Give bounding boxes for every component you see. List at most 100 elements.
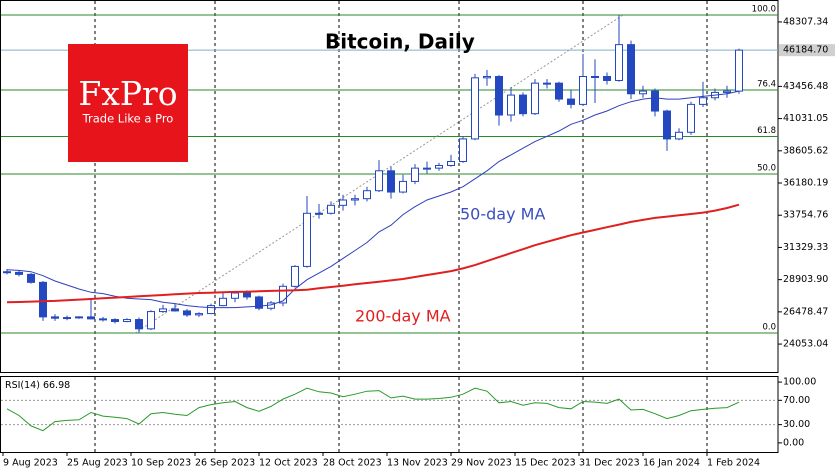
candle-body — [603, 75, 611, 81]
candle-body — [471, 77, 479, 140]
x-tick-label: 25 Aug 2023 — [67, 458, 128, 469]
x-tick-label: 28 Oct 2023 — [323, 458, 382, 469]
candle-body — [459, 138, 467, 162]
fib-label: 61.8 — [757, 126, 776, 136]
candle-body — [507, 94, 515, 116]
last-price-box — [779, 44, 835, 57]
candle-body — [639, 90, 647, 95]
candle-body — [579, 75, 587, 105]
candle-body — [39, 281, 47, 318]
candle-body — [567, 98, 575, 105]
y-tick-label: 28903.90 — [783, 274, 828, 285]
candle-body — [339, 199, 347, 206]
x-tick-label: 9 Aug 2023 — [3, 458, 58, 469]
candle-body — [723, 90, 731, 93]
candle-body — [195, 313, 203, 316]
candle-body — [315, 212, 323, 215]
candle-body — [411, 167, 419, 182]
candle-body — [51, 316, 59, 319]
moving-average — [6, 90, 740, 309]
rsi-panel — [0, 376, 779, 453]
candle-body — [735, 49, 743, 92]
moving-average — [6, 203, 740, 304]
candle-body — [99, 318, 107, 321]
logo: FxPro Trade Like a Pro — [68, 44, 188, 162]
candle-body — [495, 75, 503, 116]
candle-body — [447, 160, 455, 166]
candle-body — [651, 90, 659, 112]
fib-label: 0.0 — [762, 322, 776, 332]
rsi-last: 66.98 — [43, 380, 70, 391]
candle-body — [555, 82, 563, 100]
candle-body — [135, 319, 143, 330]
rsi-name: RSI(14) — [5, 380, 40, 391]
candle-body — [27, 273, 35, 283]
fib-trend — [134, 14, 624, 334]
candle-body — [183, 310, 191, 316]
ma200-label: 200-day MA — [355, 307, 451, 326]
candle-body — [399, 180, 407, 193]
candle-body — [627, 44, 635, 95]
fib-label: 76.4 — [757, 80, 776, 90]
candle-body — [435, 164, 443, 169]
x-tick-label: 12 Oct 2023 — [259, 458, 318, 469]
last-price-label: 46184.70 — [783, 45, 828, 56]
x-tick-label: 26 Sep 2023 — [195, 458, 255, 469]
rsi-line — [6, 387, 740, 432]
candle-body — [375, 170, 383, 192]
y-tick-label: 33754.76 — [783, 210, 828, 221]
y-tick-label: 36180.19 — [783, 178, 828, 189]
rsi-title: RSI(14) 66.98 — [5, 380, 70, 391]
candle-body — [327, 204, 335, 214]
candle-body — [63, 317, 71, 320]
rsi-tick-label: 100.00 — [783, 377, 816, 388]
candle-body — [279, 285, 287, 304]
y-tick-label: 48307.34 — [783, 16, 828, 27]
candle-body — [675, 131, 683, 140]
candle-body — [663, 110, 671, 140]
candle-body — [171, 308, 179, 312]
logo-tagline: Trade Like a Pro — [82, 112, 174, 126]
ma50-label: 50-day MA — [460, 205, 545, 224]
candle-body — [3, 271, 11, 274]
y-tick-label: 26478.47 — [783, 306, 828, 317]
candle-body — [123, 319, 131, 323]
candle-body — [687, 103, 695, 133]
candle-body — [543, 82, 551, 85]
y-tick-label: 31329.33 — [783, 242, 828, 253]
x-tick-label: 10 Sep 2023 — [131, 458, 191, 469]
candle-body — [111, 319, 119, 323]
candle-body — [531, 82, 539, 115]
x-tick-label: 29 Nov 2023 — [451, 458, 512, 469]
candle-body — [303, 212, 311, 267]
candle-body — [699, 97, 707, 105]
candle-body — [87, 316, 95, 320]
candle-body — [351, 198, 359, 201]
candle-body — [75, 316, 83, 319]
x-tick-label: 1 Feb 2024 — [707, 458, 760, 469]
rsi-tick-label: 70.00 — [783, 395, 810, 406]
y-tick-label: 43456.48 — [783, 81, 828, 92]
candle-body — [255, 296, 263, 309]
chart-title: Bitcoin, Daily — [325, 30, 475, 54]
logo-name: FxPro — [78, 74, 177, 113]
candle-body — [519, 94, 527, 115]
candle-body — [363, 190, 371, 200]
y-tick-label: 38605.62 — [783, 145, 828, 156]
x-tick-label: 15 Dec 2023 — [515, 458, 576, 469]
candle-body — [483, 75, 491, 79]
logo-box — [68, 44, 188, 162]
candle-body — [207, 305, 215, 315]
candle-body — [243, 292, 251, 298]
fib-label: 100.0 — [752, 5, 776, 15]
candle-body — [15, 271, 23, 275]
candle-body — [291, 265, 299, 287]
candle-body — [615, 44, 623, 81]
candle-body — [591, 75, 599, 78]
candle-body — [387, 170, 395, 193]
marks-layer — [3, 15, 743, 432]
rsi-tick-label: 30.00 — [783, 419, 810, 430]
candle-body — [159, 308, 167, 313]
x-tick-label: 31 Dec 2023 — [579, 458, 640, 469]
fib-label: 50.0 — [757, 163, 776, 173]
